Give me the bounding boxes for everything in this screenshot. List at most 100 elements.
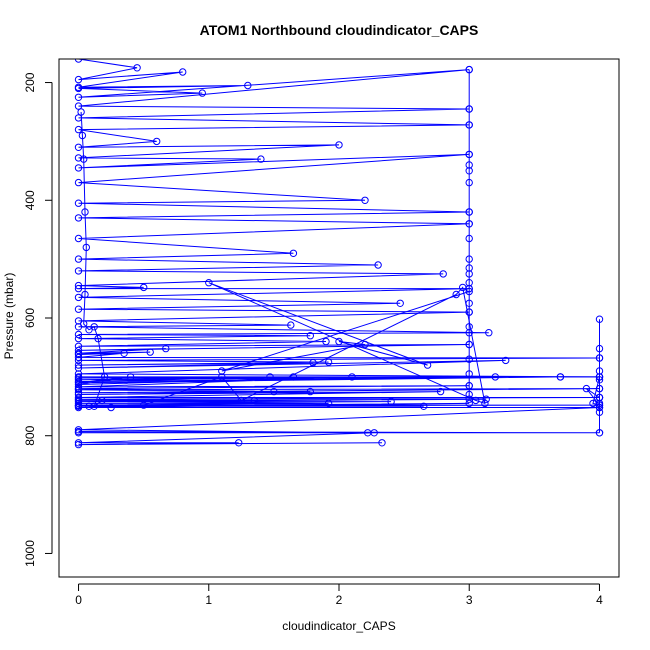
data-point [74,154,83,162]
data-point [465,167,473,175]
data-point [439,270,447,278]
data-point [126,373,135,381]
data-point [74,293,83,302]
data-point [378,439,386,447]
chart-title: ATOM1 Northbound cloudindicator_CAPS [200,22,479,38]
x-tick-label: 3 [466,593,473,607]
data-point [205,279,213,287]
data-point [465,329,473,337]
series-6 [85,279,489,412]
data-point [465,399,473,408]
data-point [322,337,330,346]
x-axis-label: cloudindicator_CAPS [282,619,395,633]
data-point [465,105,473,113]
data-point [324,358,333,366]
y-tick-label: 800 [23,425,37,445]
data-point [465,220,473,228]
data-point [270,387,278,396]
data-point [74,330,83,339]
data-point [74,356,83,365]
data-point [485,329,493,337]
series-line [88,282,486,409]
x-axis: 0 1 2 3 4 [75,583,603,607]
data-point [74,234,83,243]
data-point [74,59,83,63]
data-point [374,261,382,269]
data-point [85,402,93,410]
data-point [237,396,246,405]
data-point [589,399,597,408]
data-point [266,373,274,381]
data-point [74,199,83,207]
series-3 [595,315,604,437]
data-point [98,396,106,405]
y-axis: 200 400 600 800 1000 [23,72,53,567]
data-point [595,408,604,416]
x-tick-label: 1 [205,593,212,607]
data-point [77,108,85,116]
data-point [179,68,187,76]
data-point [107,403,115,412]
data-point [218,373,226,381]
data-point [595,401,604,409]
x-tick-label: 0 [75,593,82,607]
data-point [491,373,499,381]
data-point [465,270,473,278]
data-point [465,178,473,187]
data-point [306,387,314,396]
data-point [472,396,480,405]
series-line [78,59,600,446]
data-point [74,353,83,362]
y-tick-label: 200 [23,72,37,92]
data-point [74,305,83,313]
data-point [74,102,83,110]
data-point [162,344,170,353]
data-point [595,354,604,362]
data-point [595,344,604,353]
data-point [595,373,604,381]
data-point [335,141,343,149]
data-point [436,387,445,396]
data-point [465,340,473,349]
data-point [140,401,148,409]
data-point [370,429,378,437]
data-point [74,380,83,389]
y-axis-label: Pressure (mbar) [2,273,16,360]
data-point [582,384,591,393]
data-point [481,399,489,408]
x-tick-label: 4 [596,593,603,607]
data-point [465,370,473,378]
data-point [361,340,369,349]
data-point [74,342,83,350]
data-point [74,178,83,187]
data-point [459,283,467,292]
data-point [146,348,154,356]
data-point [153,137,161,146]
data-point [74,84,83,93]
data-point [120,349,128,357]
data-point [595,393,604,402]
x-tick-label: 2 [336,593,343,607]
data-point [361,196,369,205]
data-point [387,397,395,406]
data-point [257,155,265,163]
data-point [78,131,87,140]
data-point [74,284,83,293]
data-point [289,373,298,381]
data-point [74,346,83,355]
data-point [465,150,473,159]
data-point [250,396,259,405]
data-point [94,334,102,343]
data-point [309,359,317,367]
data-point [218,367,226,375]
data-point [235,439,243,447]
y-tick-label: 600 [23,308,37,328]
data-point [465,121,473,129]
data-point [74,281,83,290]
data-point [335,337,343,346]
series-line [560,376,601,406]
data-point [74,361,83,369]
data-point [74,164,83,172]
data-point [90,323,98,331]
